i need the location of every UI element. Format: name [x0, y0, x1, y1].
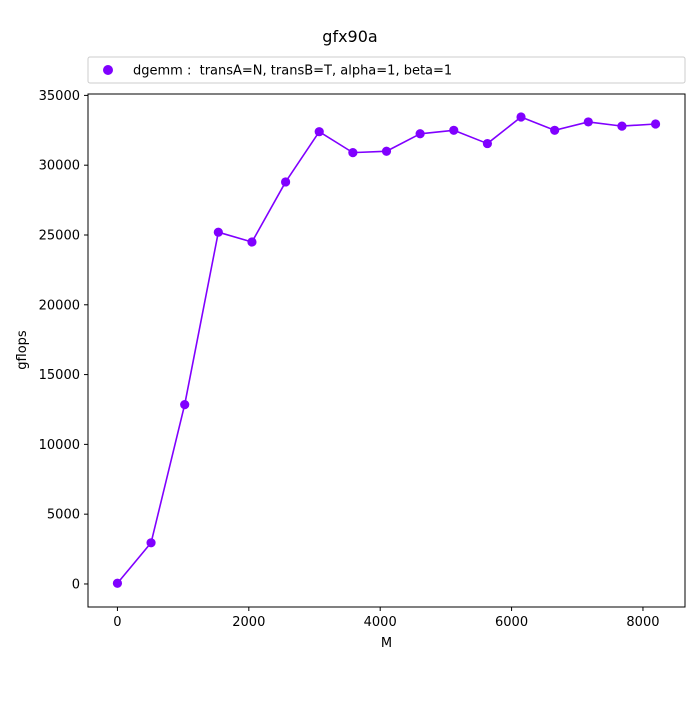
data-point [516, 112, 526, 122]
data-point [348, 148, 358, 158]
chart-legend: dgemm : transA=N, transB=T, alpha=1, bet… [87, 56, 686, 84]
x-tick-label: 8000 [626, 615, 659, 630]
chart-title: gfx90a [322, 27, 377, 46]
x-tick-label: 2000 [232, 615, 265, 630]
y-tick-label: 5000 [47, 508, 80, 523]
plot-frame [87, 93, 686, 608]
y-tick-label: 25000 [39, 228, 80, 243]
data-point [583, 117, 593, 127]
x-tick-label: 6000 [495, 615, 528, 630]
data-point [281, 177, 291, 187]
axes: 0 2000 4000 6000 8000 0 5000 10000 15000 20000 250… [39, 89, 686, 630]
data-point [146, 538, 156, 548]
data-point [415, 129, 425, 139]
data-point [650, 119, 661, 129]
data-point [112, 578, 123, 588]
y-tick-label: 30000 [39, 159, 80, 174]
legend-marker [103, 65, 113, 75]
series-line [116, 116, 656, 584]
y-tick-label: 10000 [39, 438, 80, 453]
data-point [617, 121, 627, 131]
data-point [449, 125, 459, 135]
plot-area [112, 112, 661, 588]
data-point [482, 138, 492, 149]
y-tick-label: 35000 [39, 89, 80, 104]
data-point [247, 237, 257, 247]
data-point [550, 125, 560, 135]
legend-frame [87, 56, 686, 84]
data-point [213, 227, 223, 237]
y-tick-label: 20000 [39, 298, 80, 313]
data-point [314, 127, 324, 137]
x-tick-label: 0 [113, 615, 121, 630]
x-axis-label: M [381, 636, 392, 651]
x-tick-label: 4000 [364, 615, 397, 630]
y-tick-label: 15000 [39, 368, 80, 383]
y-axis-label: gflops [15, 330, 30, 370]
data-point [180, 399, 190, 410]
legend-label: dgemm : transA=N, transB=T, alpha=1, bet… [133, 64, 452, 79]
y-tick-label: 0 [72, 577, 80, 592]
data-point [381, 146, 392, 156]
